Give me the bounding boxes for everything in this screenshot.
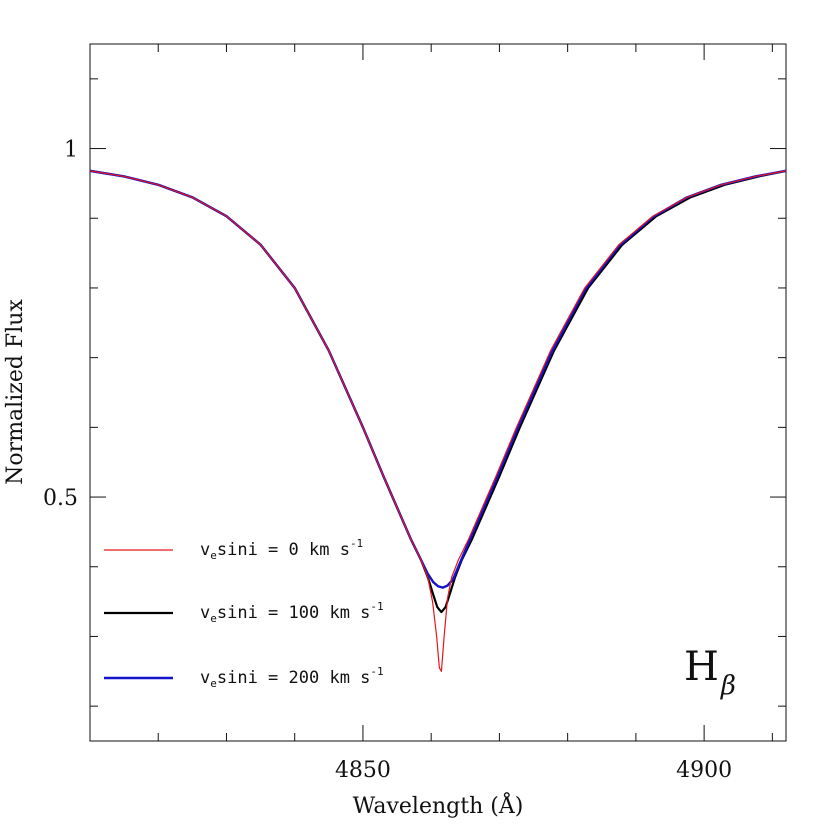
legend-label-base: v [200,540,210,560]
legend-label-main: sini = 200 km s [217,668,371,688]
legend-label-sup: -1 [350,537,363,550]
y-tick-label: 1 [64,138,78,163]
x-tick-label: 4850 [335,758,391,783]
legend-label-main: sini = 100 km s [217,603,371,623]
legend-label-0: vesini = 0 km s-1 [200,537,363,562]
y-tick-labels: 0.51 [43,138,78,511]
series-lines [90,169,786,672]
legend-label-sub: e [210,549,217,562]
x-tick-label: 4900 [676,758,732,783]
series-line-0 [90,170,786,672]
y-tick-label: 0.5 [43,486,78,511]
line-annotation: Hβ [684,644,736,701]
legend-label-1: vesini = 100 km s-1 [200,600,384,625]
plot-frame [89,43,787,742]
series-line-2 [90,169,786,589]
legend-label-sup: -1 [370,665,383,678]
series-line-1 [90,169,786,614]
x-tick-labels: 4850 4900 [335,758,732,783]
legend-label-base: v [200,668,210,688]
annotation-subscript: β [720,671,736,701]
legend-label-sub: e [210,677,217,690]
x-axis-label: Wavelength (Å) [353,791,524,819]
legend-label-2: vesini = 200 km s-1 [200,665,384,690]
y-axis-label: Normalized Flux [3,299,28,485]
ticks [89,44,786,741]
legend-label-base: v [200,603,210,623]
annotation-base: H [684,644,719,690]
legend-label-sub: e [210,612,217,625]
legend-label-main: sini = 0 km s [217,540,350,560]
legend-label-sup: -1 [370,600,383,613]
